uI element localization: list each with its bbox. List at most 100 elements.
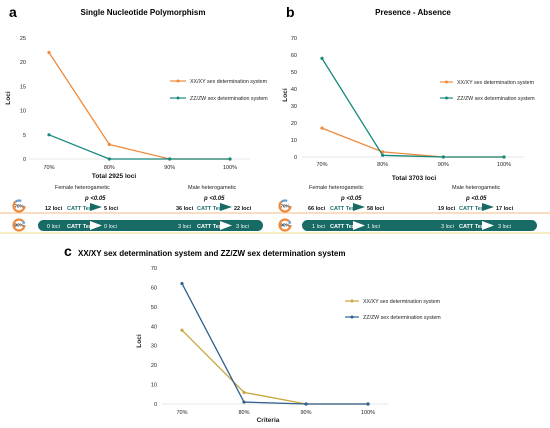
- chart-c-xticks: 70% 80% 90% 100%: [162, 403, 388, 416]
- panel-b-male-label: Male heterogametic: [452, 185, 501, 191]
- legend-marker: [176, 79, 180, 83]
- panel-a-female-arrow-90: [90, 221, 102, 230]
- legend-label: ZZ/ZW sex determination system: [363, 315, 441, 321]
- panel-b-pie-70-ring-accent: [278, 199, 292, 213]
- panel-b-male-arrow: [482, 203, 494, 211]
- data-point: [168, 157, 172, 161]
- data-point: [47, 133, 51, 137]
- panel-a-pie-70-label: 70%: [14, 204, 23, 209]
- chart-c-xlabel: Criteria: [257, 417, 280, 424]
- ytick-label: 0: [154, 402, 157, 408]
- ytick-label: 15: [20, 84, 26, 90]
- xtick-label: 70%: [316, 162, 327, 168]
- legend-label: XX/XY sex determination system: [457, 80, 535, 86]
- panel-b-female-arrow: [353, 203, 365, 211]
- panel-a-male-test-90: CATT Test: [197, 224, 224, 230]
- chart-c-legend: XX/XY sex determination system ZZ/ZW sex …: [345, 299, 441, 321]
- panel-b-pie-70-ring: [278, 199, 292, 213]
- panel-b-pie-90-ring: [278, 218, 292, 232]
- data-point: [180, 281, 184, 286]
- ytick-label: 30: [151, 344, 157, 350]
- panel-a-male-arrow-90: [220, 221, 232, 230]
- panel-b-female-to: 58 loci: [367, 206, 385, 212]
- panel-a-male-from: 36 loci: [176, 206, 194, 212]
- ytick-label: 30: [291, 104, 297, 110]
- chart-a-ylabel: Loci: [5, 91, 12, 105]
- chart-c-yticks: 0 10 20 30 40 50 60 70: [151, 266, 157, 408]
- series-line: [181, 283, 368, 405]
- ytick-label: 70: [291, 36, 297, 42]
- data-point: [180, 328, 184, 332]
- panel-a-male-label: Male heterogametic: [188, 185, 237, 191]
- legend-marker: [350, 315, 354, 319]
- panel-b-male-from-90: 3 loci: [441, 224, 454, 230]
- panel-a-male-to: 22 loci: [234, 206, 252, 212]
- legend-marker: [176, 96, 180, 100]
- legend-label: ZZ/ZW sex determination system: [190, 96, 268, 102]
- data-point: [320, 56, 324, 61]
- panel-a-female-arrow: [90, 203, 102, 211]
- ytick-label: 5: [23, 133, 26, 139]
- panel-a-male-p: p <0.05: [203, 196, 225, 202]
- ytick-label: 20: [151, 363, 157, 369]
- data-point: [47, 50, 51, 55]
- data-point: [107, 157, 111, 161]
- panel-b-female-from: 66 loci: [308, 206, 326, 212]
- panel-b-male-test-90: CATT Test: [459, 224, 486, 230]
- ytick-label: 10: [291, 138, 297, 144]
- panel-a-male-to-90: 3 loci: [236, 224, 249, 230]
- legend-marker: [350, 299, 354, 303]
- chart-a-yticks: 0 5 10 15 20 25: [20, 36, 26, 163]
- legend-marker: [445, 96, 448, 100]
- chart-a-series: [47, 50, 232, 161]
- ytick-label: 20: [20, 60, 26, 66]
- data-point: [441, 155, 445, 159]
- panel-b-male-from: 19 loci: [438, 206, 456, 212]
- ytick-label: 70: [151, 266, 157, 272]
- xtick-label: 90%: [438, 162, 449, 168]
- panel-a-female-test-90: CATT Test: [67, 224, 94, 230]
- panel-b-total: Total 3703 loci: [392, 175, 437, 182]
- data-point: [366, 402, 370, 406]
- chart-b-legend: XX/XY sex determination system ZZ/ZW sex …: [440, 80, 535, 102]
- panel-label-a: a: [9, 4, 17, 20]
- legend-marker: [445, 80, 448, 84]
- panel-label-b: b: [286, 4, 295, 20]
- data-point: [304, 402, 308, 406]
- data-point: [228, 157, 232, 161]
- data-point: [107, 142, 111, 147]
- panel-a-female-to-90: 0 loci: [104, 224, 117, 230]
- legend-label: ZZ/ZW sex determination system: [457, 96, 535, 102]
- xtick-label: 90%: [164, 165, 175, 171]
- chart-a-legend: XX/XY sex determination system ZZ/ZW sex …: [170, 79, 268, 102]
- ytick-label: 40: [291, 87, 297, 93]
- panel-b-male-to: 17 loci: [496, 206, 514, 212]
- chart-b-title: Presence - Absence: [375, 8, 451, 17]
- ytick-label: 50: [151, 305, 157, 311]
- series-line: [48, 52, 230, 160]
- panel-b-female-label: Female heterogametic: [309, 185, 364, 191]
- xtick-label: 70%: [43, 165, 54, 171]
- panel-b-male-arrow-90: [482, 221, 494, 230]
- panel-a-pie-70: 70%: [12, 199, 26, 213]
- chart-a: Single Nucleotide Polymorphism Loci 0 5 10…: [5, 8, 268, 171]
- panel-b-footer: Total 3703 loci Female heterogametic Mal…: [275, 175, 550, 234]
- chart-c: XX/XY sex determination system and ZZ/ZW…: [78, 249, 441, 424]
- ytick-label: 20: [291, 121, 297, 127]
- panel-a-footer: Total 2925 loci Female heterogametic Mal…: [0, 173, 275, 234]
- xtick-label: 90%: [300, 410, 311, 416]
- panel-a-pie-70-ring: [12, 199, 26, 213]
- panel-b-female-arrow-90: [353, 221, 365, 230]
- panel-a-female-from: 12 loci: [45, 206, 63, 212]
- series-line: [321, 58, 504, 158]
- ytick-label: 50: [291, 70, 297, 76]
- ytick-label: 0: [23, 157, 26, 163]
- chart-b-series: [320, 56, 506, 159]
- panel-a-female-test: CATT Test: [67, 206, 94, 212]
- xtick-label: 80%: [377, 162, 388, 168]
- chart-c-series: [180, 281, 370, 406]
- chart-b-yticks: 0 10 20 30 40 50 60 70: [291, 36, 297, 161]
- ytick-label: 60: [291, 53, 297, 59]
- panel-b-pie-70: 70%: [278, 199, 292, 213]
